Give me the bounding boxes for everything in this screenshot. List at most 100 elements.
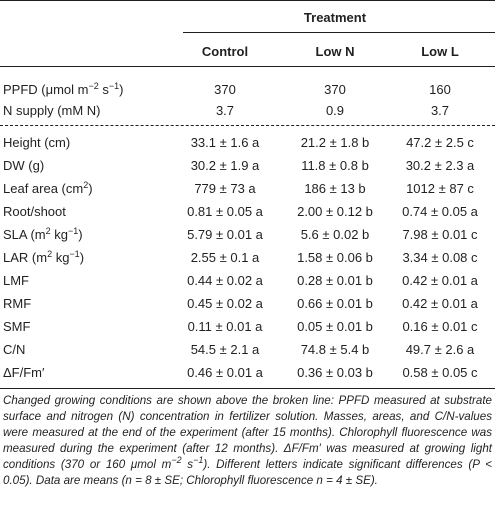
row-label: Root/shoot — [3, 201, 66, 223]
table-row: DW (g) 30.2 ± 1.9 a 11.8 ± 0.8 b 30.2 ± 2.3… — [0, 155, 495, 177]
text-run: Leaf area (cm — [3, 181, 84, 196]
rule — [183, 32, 495, 33]
table-row: PPFD (μmol m−2 s−1) 370 370 160 — [0, 79, 495, 101]
cell: 0.42 ± 0.01 a — [402, 296, 478, 311]
superscript: 2 — [47, 249, 53, 259]
cell: 3.34 ± 0.08 c — [402, 250, 478, 265]
cell: 74.8 ± 5.4 b — [300, 342, 370, 357]
text-run: Height (cm) — [3, 135, 71, 150]
cell: 0.81 ± 0.05 a — [187, 204, 263, 219]
text-run: ) — [119, 82, 124, 97]
row-label: N supply (mM N) — [3, 100, 101, 122]
table-row: C/N 54.5 ± 2.1 a 74.8 ± 5.4 b 49.7 ± 2.6 a — [0, 339, 495, 361]
group-header-row: Treatment — [0, 7, 495, 29]
cell: 2.00 ± 0.12 b — [297, 204, 373, 219]
table-row: SMF 0.11 ± 0.01 a 0.05 ± 0.01 b 0.16 ± 0.01… — [0, 316, 495, 338]
text-run: ) — [88, 181, 93, 196]
row-label: ΔF/Fm′ — [3, 362, 44, 384]
row-label: C/N — [3, 339, 25, 361]
cell: 160 — [429, 82, 451, 97]
row-label: DW (g) — [3, 155, 44, 177]
cell: 0.46 ± 0.01 a — [187, 365, 263, 380]
cell: 49.7 ± 2.6 a — [405, 342, 475, 357]
table-row: LMF 0.44 ± 0.02 a 0.28 ± 0.01 b 0.42 ± 0.01… — [0, 270, 495, 292]
text-run: DW (g) — [3, 158, 45, 173]
column-header: Low N — [315, 44, 355, 59]
cell: 0.28 ± 0.01 b — [297, 273, 373, 288]
group-header: Treatment — [303, 10, 367, 25]
cell: 779 ± 73 a — [194, 181, 256, 196]
cell: 0.36 ± 0.03 b — [297, 365, 373, 380]
text-run: kg — [50, 227, 68, 242]
text-run: kg — [52, 250, 70, 265]
cell: 33.1 ± 1.6 a — [190, 135, 260, 150]
superscript: −1 — [69, 249, 80, 259]
row-label: LAR (m2 kg−1) — [3, 247, 84, 269]
table-row: RMF 0.45 ± 0.02 a 0.66 ± 0.01 b 0.42 ± 0.01… — [0, 293, 495, 315]
cell: 0.45 ± 0.02 a — [187, 296, 263, 311]
table-row: SLA (m2 kg−1) 5.79 ± 0.01 a 5.6 ± 0.02 b 7.… — [0, 224, 495, 246]
superscript: −2 — [171, 455, 182, 465]
row-label: SLA (m2 kg−1) — [3, 224, 83, 246]
cell: 0.66 ± 0.01 b — [297, 296, 373, 311]
rule — [0, 0, 495, 1]
text-run: s — [181, 458, 194, 471]
row-label: RMF — [3, 293, 31, 315]
cell: 30.2 ± 2.3 a — [405, 158, 475, 173]
text-run: s — [98, 82, 109, 97]
cell: 0.11 ± 0.01 a — [187, 319, 263, 334]
superscript: −1 — [108, 81, 120, 91]
text-run: PPFD (μmol m — [3, 82, 89, 97]
superscript: −2 — [88, 81, 99, 91]
rule — [0, 66, 495, 67]
row-label: PPFD (μmol m−2 s−1) — [3, 79, 124, 101]
cell: 0.42 ± 0.01 a — [402, 273, 478, 288]
caption: Changed growing conditions are shown abo… — [3, 393, 492, 489]
cell: 2.55 ± 0.1 a — [190, 250, 260, 265]
superscript: −1 — [193, 455, 204, 465]
cell: 370 — [214, 82, 236, 97]
cell: 0.16 ± 0.01 c — [402, 319, 478, 334]
text-run: LMF — [3, 273, 29, 288]
superscript: −1 — [67, 226, 79, 236]
table-row: ΔF/Fm′ 0.46 ± 0.01 a 0.36 ± 0.03 b 0.58 ± 0… — [0, 362, 495, 384]
text-run: Root/shoot — [3, 204, 66, 219]
cell: 0.9 — [325, 103, 345, 118]
column-header: Control — [201, 44, 249, 59]
cell: 30.2 ± 1.9 a — [190, 158, 260, 173]
cell: 0.58 ± 0.05 c — [402, 365, 478, 380]
cell: 0.05 ± 0.01 b — [297, 319, 373, 334]
cell: 5.6 ± 0.02 b — [300, 227, 370, 242]
table-row: LAR (m2 kg−1) 2.55 ± 0.1 a 1.58 ± 0.06 b 3.… — [0, 247, 495, 269]
table-row: N supply (mM N) 3.7 0.9 3.7 — [0, 100, 495, 122]
cell: 7.98 ± 0.01 c — [402, 227, 478, 242]
text-run: ΔF/Fm′ — [3, 365, 45, 380]
row-label: Leaf area (cm2) — [3, 178, 93, 200]
cell: 1012 ± 87 c — [406, 181, 474, 196]
text-run: ) — [79, 250, 85, 265]
superscript: 2 — [83, 180, 89, 190]
text-run: C/N — [3, 342, 26, 357]
cell: 1.58 ± 0.06 b — [297, 250, 373, 265]
superscript: 2 — [45, 226, 51, 236]
cell: 3.7 — [215, 103, 235, 118]
column-header-row: Control Low N Low L — [0, 41, 495, 63]
cell: 0.74 ± 0.05 a — [402, 204, 478, 219]
cell: 11.8 ± 0.8 b — [301, 158, 369, 173]
cell: 370 — [324, 82, 346, 97]
table-row: Height (cm) 33.1 ± 1.6 a 21.2 ± 1.8 b 47.2 … — [0, 132, 495, 154]
column-header: Low L — [421, 44, 459, 59]
cell: 54.5 ± 2.1 a — [190, 342, 260, 357]
text-run: N supply (mM N) — [3, 103, 101, 118]
cell: 0.44 ± 0.02 a — [187, 273, 263, 288]
table-row: Leaf area (cm2) 779 ± 73 a 186 ± 13 b 1012 … — [0, 178, 495, 200]
text-run: ). Different letters indicate significan… — [3, 458, 492, 487]
cell: 3.7 — [430, 103, 450, 118]
row-label: Height (cm) — [3, 132, 70, 154]
cell: 5.79 ± 0.01 a — [187, 227, 263, 242]
cell: 47.2 ± 2.5 c — [406, 135, 474, 150]
cell: 21.2 ± 1.8 b — [300, 135, 370, 150]
row-label: LMF — [3, 270, 29, 292]
rule — [0, 388, 495, 389]
